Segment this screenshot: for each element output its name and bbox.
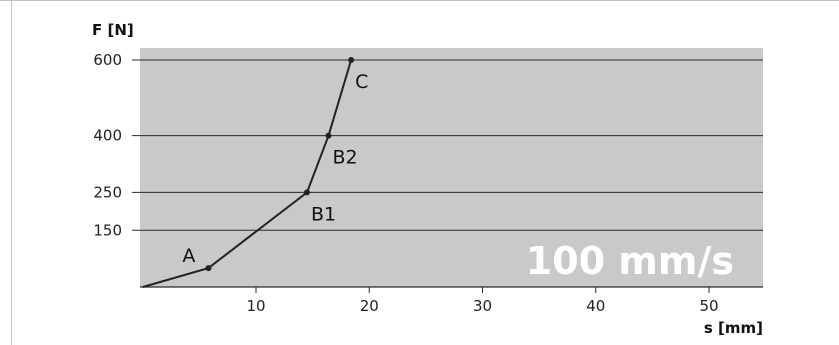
y-tick-labels: 150 250 400 600 [93, 51, 122, 239]
x-tick-10: 10 [246, 297, 265, 315]
point-label-B2: B2 [332, 147, 357, 169]
point-label-C: C [355, 71, 368, 93]
point-label-A: A [182, 245, 195, 267]
x-tick-30: 30 [473, 297, 492, 315]
frame-left-border [11, 0, 12, 345]
y-axis-label: F [N] [92, 21, 134, 39]
speed-annotation: 100 mm/s [526, 239, 734, 283]
y-tick-250: 250 [93, 183, 122, 201]
y-tick-150: 150 [93, 221, 122, 239]
x-tick-20: 20 [360, 297, 379, 315]
point-label-B1: B1 [311, 203, 336, 225]
x-tick-labels: 10 20 30 40 50 [246, 287, 719, 315]
curve-points: A B1 B2 C [182, 57, 368, 272]
plot-background [140, 48, 763, 287]
point-C [348, 57, 355, 63]
frame-top-border [0, 0, 839, 1]
x-tick-40: 40 [586, 297, 605, 315]
point-B1 [303, 189, 310, 196]
grid-lines [132, 59, 763, 231]
x-tick-50: 50 [699, 297, 718, 315]
y-tick-600: 600 [93, 51, 122, 69]
point-A [205, 265, 212, 272]
x-axis-label: s [mm] [704, 319, 763, 337]
y-tick-400: 400 [93, 127, 122, 145]
point-B2 [325, 132, 332, 139]
